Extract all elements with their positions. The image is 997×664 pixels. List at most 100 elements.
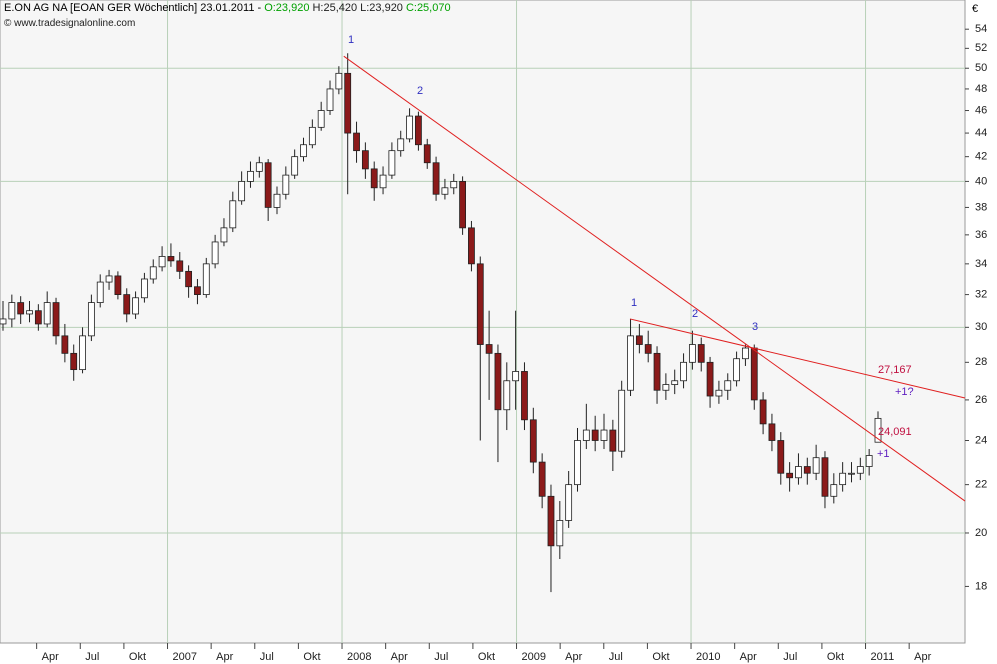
candle-body — [87, 302, 95, 337]
candle-body — [574, 440, 581, 486]
candle-body — [680, 361, 687, 382]
candle-body — [582, 429, 590, 441]
y-tick-label: 42 — [975, 151, 987, 163]
chart-title: E.ON AG NA [EOAN GER Wöchentlich] 23.01.… — [4, 2, 262, 14]
x-tick-label: Jul — [260, 651, 274, 663]
x-tick-label: Apr — [740, 651, 757, 663]
candle-body — [688, 344, 696, 363]
candle-body — [167, 256, 175, 262]
candle-body — [476, 263, 484, 345]
candle-body — [830, 484, 838, 497]
x-tick-label: Okt — [129, 651, 146, 663]
candle-body — [247, 170, 254, 182]
y-tick-label: 24 — [975, 434, 987, 446]
candle-body — [61, 335, 69, 354]
candle-body — [600, 429, 608, 441]
quote-value: C:25,070 — [405, 2, 451, 14]
candle-body — [220, 227, 228, 243]
candle-body — [459, 181, 466, 229]
y-tick-label: 28 — [975, 356, 987, 368]
candle-body — [635, 335, 643, 345]
candle-body — [565, 484, 573, 521]
candle-body — [750, 347, 758, 401]
y-tick-label: 40 — [975, 175, 987, 187]
annotation: +1 — [877, 448, 890, 460]
candle-body — [238, 181, 246, 202]
candle-body — [777, 440, 785, 474]
annotation: 27,167 — [878, 364, 912, 376]
candle-body — [521, 371, 528, 421]
candle-body — [317, 110, 325, 128]
candle-body — [485, 344, 493, 354]
y-tick-label: 38 — [975, 201, 987, 213]
candle-body — [202, 263, 210, 295]
trend-line — [343, 55, 966, 502]
candle-body — [379, 174, 387, 189]
y-tick-label: 20 — [975, 527, 987, 539]
x-tick-label: Apr — [565, 651, 582, 663]
y-tick-label: 32 — [975, 288, 987, 300]
x-tick-label: Jul — [783, 651, 797, 663]
candle-body — [388, 150, 396, 176]
candle-body — [308, 126, 316, 146]
candle-body — [26, 310, 33, 315]
candle-body — [627, 335, 634, 391]
quote-value: L:23,920 — [360, 2, 403, 14]
x-tick-label: 2011 — [871, 651, 895, 663]
candle-body — [556, 520, 564, 547]
candle-body — [759, 399, 767, 425]
candle-body — [17, 302, 25, 315]
candle-body — [653, 352, 661, 391]
candle-body — [132, 297, 139, 315]
candle-body — [52, 302, 60, 337]
candle-body — [856, 466, 864, 474]
candle-body — [662, 384, 670, 391]
candle-body — [715, 389, 723, 397]
annotation: 1 — [348, 34, 354, 46]
y-tick-label: 22 — [975, 479, 987, 491]
candle-body — [803, 466, 811, 474]
x-tick-label: 2007 — [173, 651, 197, 663]
x-tick-label: Okt — [303, 651, 320, 663]
candle-body — [865, 455, 873, 467]
y-tick-label: 48 — [975, 83, 987, 95]
candle-body — [43, 302, 51, 325]
y-tick-label: 52 — [975, 42, 987, 54]
annotation: 1 — [631, 297, 637, 309]
candle-body — [786, 472, 794, 479]
candle-body — [149, 266, 157, 280]
quote-value: H:25,420 — [312, 2, 358, 14]
candle-body — [512, 371, 520, 382]
title-bar: E.ON AG NA [EOAN GER Wöchentlich] 23.01.… — [4, 2, 454, 14]
candle-body — [291, 156, 299, 176]
candle-body — [415, 115, 422, 146]
annotation: +1? — [895, 386, 914, 398]
x-tick-label: Apr — [914, 651, 931, 663]
candle-body — [8, 302, 16, 320]
candle-body — [34, 310, 42, 325]
candle-body — [176, 260, 184, 272]
candle-body — [768, 423, 776, 441]
x-tick-label: Okt — [827, 651, 844, 663]
candle-body — [141, 278, 148, 299]
y-tick-label: 26 — [975, 394, 987, 406]
candle-body — [733, 358, 740, 382]
candle-body — [609, 429, 617, 452]
candle-body — [335, 72, 343, 90]
candle-body — [361, 150, 369, 170]
candle-body — [618, 389, 626, 452]
trend-line — [629, 318, 966, 399]
candle-body — [848, 472, 855, 475]
candle-body — [423, 144, 431, 164]
candle-body — [105, 275, 113, 283]
y-tick-label: 34 — [975, 258, 987, 270]
candle-body — [255, 162, 263, 172]
candle-body — [344, 72, 352, 134]
candle-body — [839, 472, 847, 486]
candle-body — [0, 318, 7, 325]
y-tick-label: 54 — [975, 23, 987, 35]
x-tick-label: Apr — [216, 651, 233, 663]
y-tick-label: 46 — [975, 104, 987, 116]
annotation: 2 — [417, 85, 423, 97]
